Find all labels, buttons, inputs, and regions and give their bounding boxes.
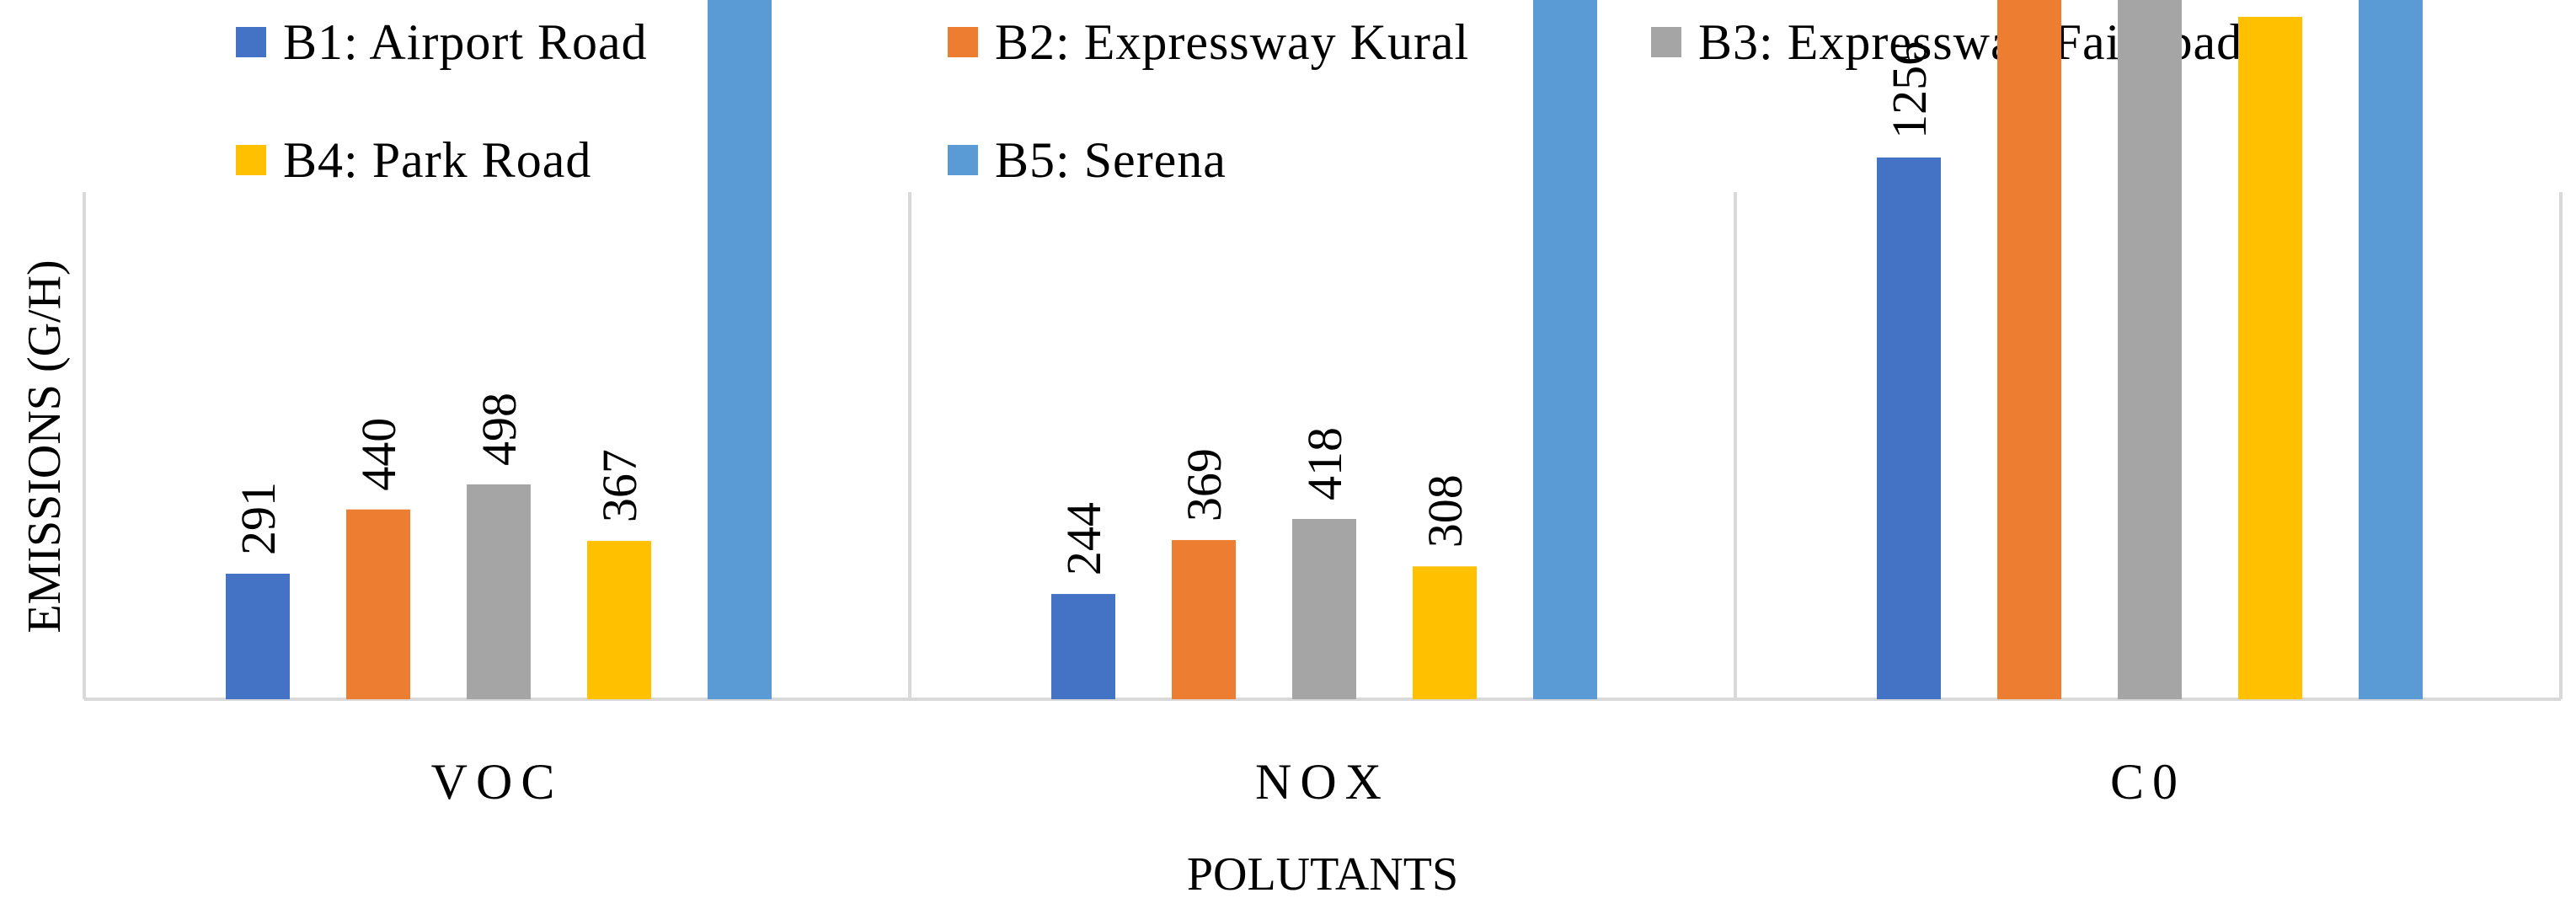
legend-item-b4: B4: Park Road <box>236 135 591 185</box>
data-label-nox-series-3: 418 <box>1297 427 1352 500</box>
legend-swatch-b3 <box>1651 27 1681 57</box>
data-label-nox-series-2: 369 <box>1177 448 1232 521</box>
bar-voc-series-5 <box>708 0 772 699</box>
data-label-nox-series-1: 244 <box>1056 502 1111 575</box>
y-axis-title: EMISSIONS (G/H) <box>19 259 71 633</box>
data-label-c0-series-1: 1256 <box>1882 41 1937 139</box>
data-labels-group: 2914404983671954244369418308164012561898… <box>231 41 1937 575</box>
legend-swatch-b2 <box>948 27 978 57</box>
bar-nox-series-2 <box>1172 540 1236 699</box>
bar-voc-series-1 <box>226 574 290 699</box>
bar-nox-series-1 <box>1051 594 1115 699</box>
bar-c0-series-1 <box>1877 157 1941 700</box>
legend-label-b2: B2: Expressway Kural <box>995 14 1470 70</box>
legend-swatch-b5 <box>948 145 978 175</box>
bar-voc-series-3 <box>467 484 531 699</box>
legend-item-b2: B2: Expressway Kural <box>948 17 1469 67</box>
bar-nox-series-3 <box>1292 518 1356 699</box>
legend-swatch-b4 <box>236 145 266 175</box>
bars-group <box>226 0 2423 700</box>
bar-nox-series-5 <box>1533 0 1597 699</box>
bar-c0-series-4 <box>2238 17 2302 700</box>
data-label-voc-series-2: 440 <box>351 418 406 491</box>
legend-label-b5: B5: Serena <box>995 132 1227 188</box>
bar-c0-series-2 <box>1997 0 2061 699</box>
category-label-voc: VOC <box>431 754 564 810</box>
data-label-voc-series-3: 498 <box>472 393 526 466</box>
data-label-nox-series-4: 308 <box>1418 474 1472 548</box>
bar-nox-series-4 <box>1413 566 1477 699</box>
bar-c0-series-5 <box>2359 0 2423 700</box>
legend-swatch-b1 <box>236 27 266 57</box>
bar-voc-series-4 <box>587 541 651 699</box>
category-label-nox: NOX <box>1255 754 1390 810</box>
bar-voc-series-2 <box>346 509 410 699</box>
data-label-voc-series-1: 291 <box>231 482 286 555</box>
legend-label-b1: B1: Airport Road <box>283 14 648 70</box>
bar-c0-series-3 <box>2118 0 2182 700</box>
legend-label-b4: B4: Park Road <box>283 132 592 188</box>
legend-item-b5: B5: Serena <box>948 135 1227 185</box>
legend-item-b1: B1: Airport Road <box>236 17 648 67</box>
x-axis-title: POLUTANTS <box>1187 848 1458 901</box>
category-separators <box>83 192 2563 699</box>
data-label-voc-series-4: 367 <box>592 449 647 522</box>
category-labels-group: VOC NOX C0 <box>431 754 2186 810</box>
category-label-c0: C0 <box>2110 754 2186 810</box>
